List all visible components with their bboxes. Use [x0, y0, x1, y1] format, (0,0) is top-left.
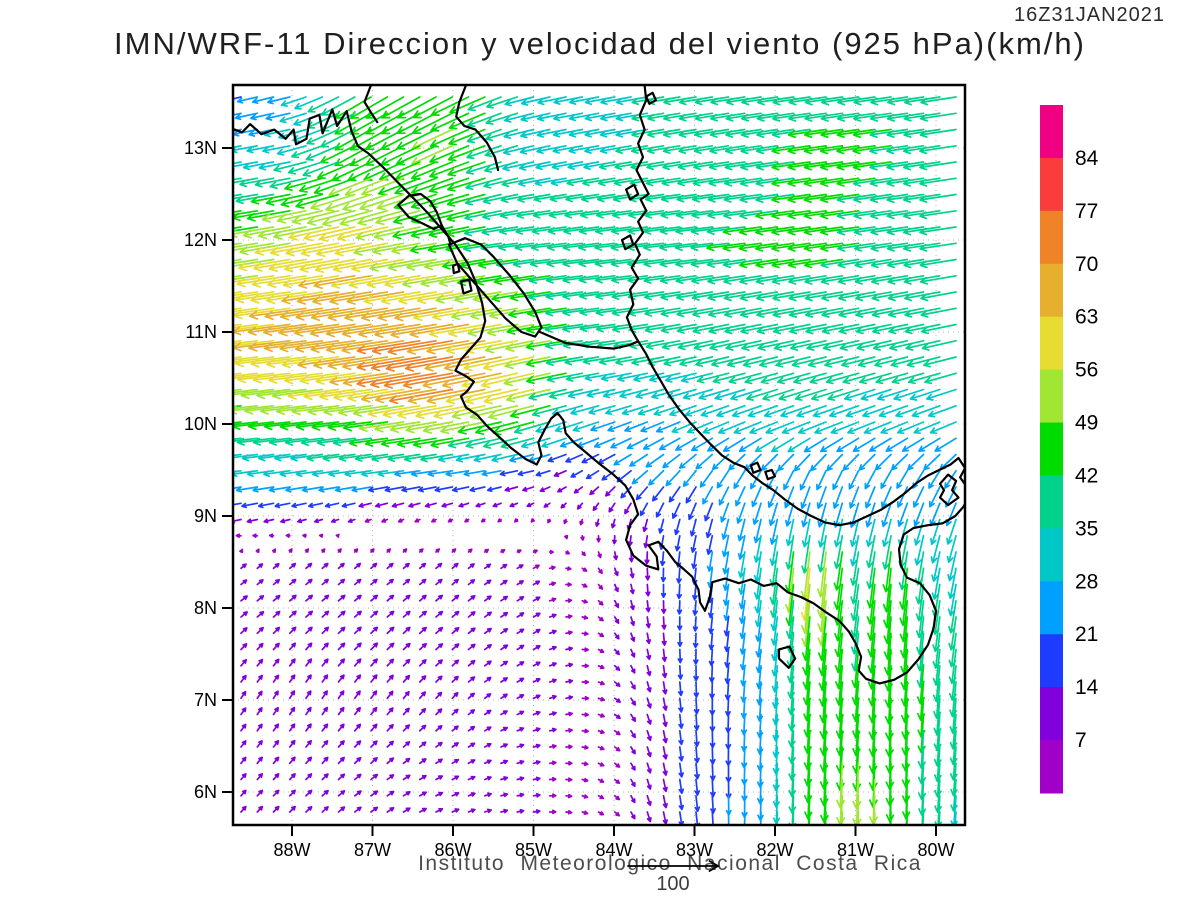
chart-title: IMN/WRF-11 Direccion y velocidad del vie…: [114, 26, 1086, 61]
map-frame: [231, 83, 967, 827]
ometepe-island-2: [459, 278, 473, 295]
lat-axis-labels: 13N 12N 11N 10N 9N 8N 7N 6N: [184, 138, 233, 802]
lat-tick-label: 8N: [194, 598, 217, 618]
tipitapa-connector: [440, 224, 452, 246]
lon-tick-label: 88W: [273, 840, 310, 860]
colorbar-label: 7: [1075, 729, 1087, 752]
bluefields-lagoon: [620, 234, 635, 251]
lon-tick-label: 87W: [354, 840, 391, 860]
colorbar-label: 77: [1075, 200, 1098, 223]
colorbar-label: 70: [1075, 253, 1098, 276]
lon-tick-label: 81W: [837, 840, 874, 860]
lon-tick-label: 85W: [515, 840, 552, 860]
coco-river-north: [363, 85, 379, 124]
pearl-lagoon: [625, 183, 640, 201]
coastline-layer: [233, 85, 965, 685]
wind-vector-layer: [233, 96, 958, 825]
lake-nicaragua: [447, 237, 543, 338]
san-juan-river: [538, 330, 640, 350]
lat-tick-label: 12N: [184, 230, 217, 250]
lat-tick-label: 13N: [184, 138, 217, 158]
lat-tick-label: 11N: [185, 322, 217, 342]
colorbar-label: 35: [1075, 517, 1098, 540]
reference-vector: 100: [627, 860, 720, 895]
lon-tick-label: 84W: [595, 840, 632, 860]
colorbar-label: 63: [1075, 306, 1098, 329]
colorbar-label: 56: [1075, 359, 1098, 382]
colorbar-label: 14: [1075, 676, 1099, 699]
coiba-island: [777, 645, 797, 669]
colorbar-label: 42: [1075, 464, 1098, 487]
colorbar-label: 21: [1075, 623, 1098, 646]
caribbean-coast: [625, 85, 965, 527]
valid-time: 16Z31JAN2021: [1014, 4, 1165, 26]
lake-managua: [397, 192, 443, 231]
lat-tick-label: 6N: [194, 782, 217, 802]
colorbar-label: 84: [1075, 147, 1099, 170]
lat-tick-label: 10N: [184, 414, 217, 434]
colorbar-label: 28: [1075, 570, 1098, 593]
lon-tick-label: 80W: [917, 840, 954, 860]
lon-tick-label: 86W: [434, 840, 471, 860]
colorbar-label: 49: [1075, 412, 1098, 435]
reference-vector-label: 100: [656, 873, 689, 895]
institute-footer: Instituto Meteorologico Nacional Costa R…: [418, 852, 922, 875]
lat-tick-label: 9N: [194, 506, 217, 526]
bocas-island-1: [749, 461, 762, 474]
gatun-lake-canal: [938, 473, 960, 507]
bocas-island-2: [764, 468, 777, 481]
ometepe-island-1: [451, 262, 461, 275]
lon-tick-label: 83W: [676, 840, 713, 860]
colorbar: 84 77 70 63 56 49 42 35 28 21 14 7: [1040, 105, 1099, 794]
miskito-cay: [645, 91, 657, 105]
lon-axis-labels: 88W 87W 86W 85W 84W 83W 82W 81W 80W: [273, 825, 955, 860]
pacific-coast-central-america: [233, 108, 965, 685]
lat-tick-label: 7N: [194, 690, 217, 710]
river-north-2: [455, 85, 500, 172]
lon-tick-label: 82W: [756, 840, 793, 860]
